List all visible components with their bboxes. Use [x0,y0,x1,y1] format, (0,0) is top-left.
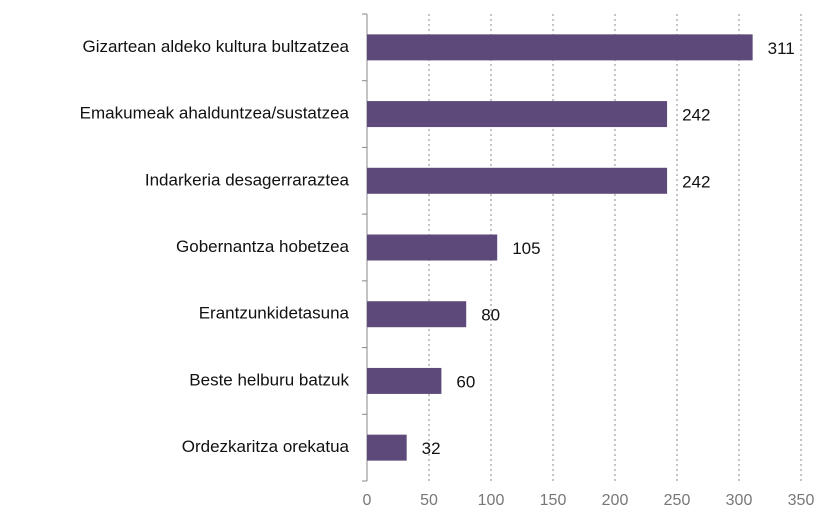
y-tick-label: Beste helburu batzuk [189,370,349,389]
x-tick-label: 50 [420,492,438,509]
y-tick-label: Gobernantza hobetzea [176,237,350,256]
y-tick-label: Gizartean aldeko kultura bultzatzea [83,37,350,56]
bar [367,101,668,128]
y-tick-label: Emakumeak ahalduntzea/sustatzea [80,104,350,123]
x-tick-label: 150 [540,492,567,509]
bar [367,234,498,261]
y-tick-label: Ordezkaritza orekatua [182,437,350,456]
x-tick-label: 0 [363,492,372,509]
x-tick-label: 100 [478,492,505,509]
value-label: 242 [682,172,710,191]
x-tick-label: 350 [788,492,815,509]
bar [367,367,442,394]
value-label: 105 [512,239,540,258]
x-tick-label: 300 [726,492,753,509]
value-label: 80 [481,306,500,325]
bar [367,34,753,61]
y-tick-label: Indarkeria desagerraraztea [145,170,350,189]
value-label: 242 [682,106,710,125]
y-tick-label: Erantzunkidetasuna [199,304,350,323]
value-label: 32 [422,439,441,458]
x-tick-label: 200 [602,492,629,509]
bar [367,301,467,328]
bar [367,167,668,194]
bar [367,434,407,461]
x-tick-label: 250 [664,492,691,509]
value-label: 60 [456,372,475,391]
value-label: 311 [768,39,795,58]
